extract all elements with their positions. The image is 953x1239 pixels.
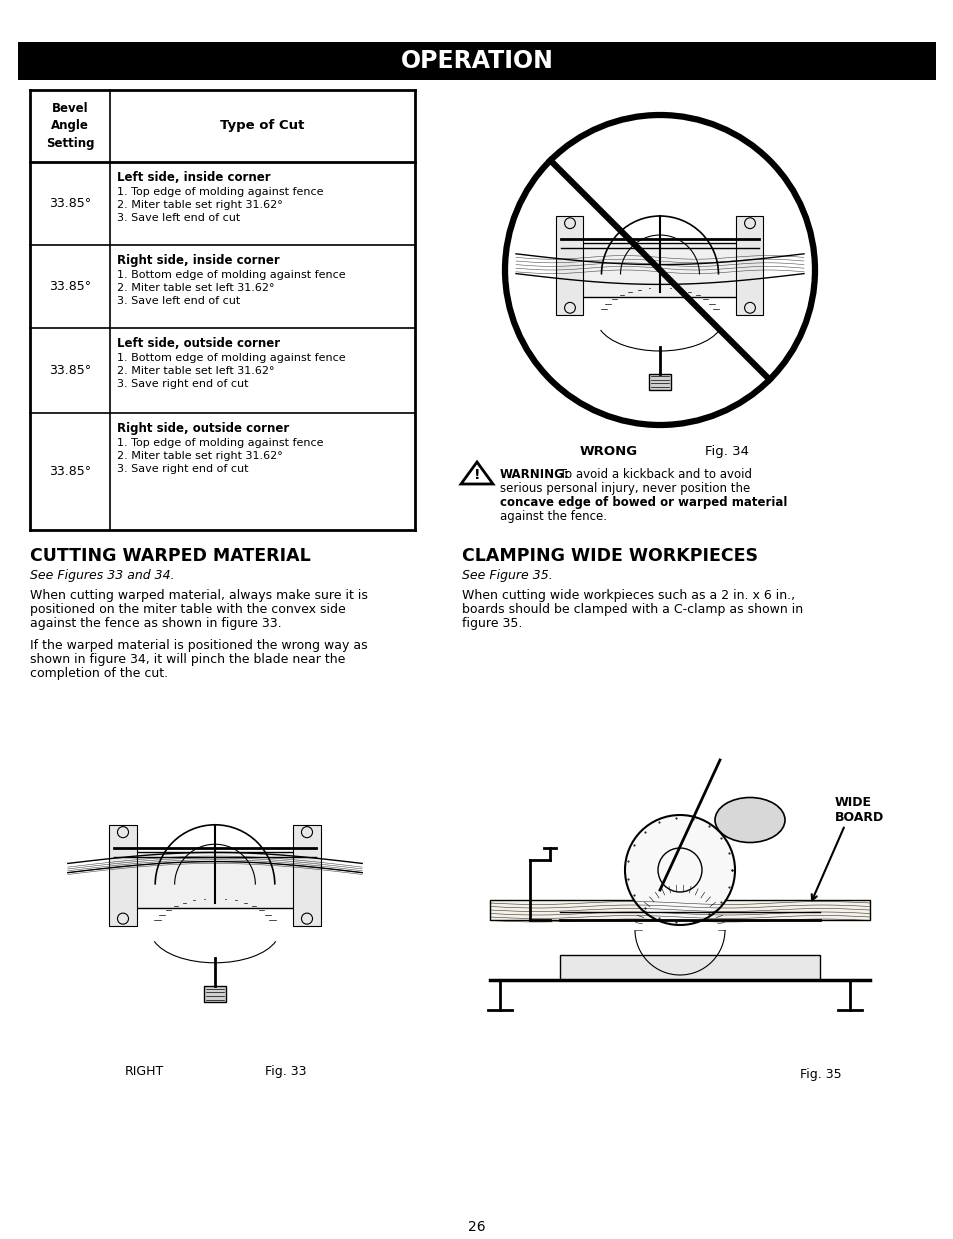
Text: CLAMPING WIDE WORKPIECES: CLAMPING WIDE WORKPIECES — [461, 546, 758, 565]
Text: When cutting wide workpieces such as a 2 in. x 6 in.,: When cutting wide workpieces such as a 2… — [461, 589, 794, 602]
Text: OPERATION: OPERATION — [400, 50, 553, 73]
Text: When cutting warped material, always make sure it is: When cutting warped material, always mak… — [30, 589, 368, 602]
Text: Type of Cut: Type of Cut — [220, 119, 304, 133]
Text: Right side, outside corner: Right side, outside corner — [117, 422, 289, 435]
Ellipse shape — [714, 798, 784, 843]
Text: against the fence as shown in figure 33.: against the fence as shown in figure 33. — [30, 617, 281, 629]
Bar — [132, 852, 297, 908]
Bar — [204, 986, 226, 1002]
Text: CUTTING WARPED MATERIAL: CUTTING WARPED MATERIAL — [30, 546, 311, 565]
Text: 33.85°: 33.85° — [49, 197, 91, 209]
Text: 33.85°: 33.85° — [49, 364, 91, 377]
Text: Left side, outside corner: Left side, outside corner — [117, 337, 280, 349]
Text: 1. Top edge of molding against fence: 1. Top edge of molding against fence — [117, 187, 323, 197]
Text: 3. Save right end of cut: 3. Save right end of cut — [117, 463, 248, 475]
Text: Fig. 34: Fig. 34 — [704, 445, 748, 458]
Bar — [578, 243, 740, 297]
Text: Bevel
Angle
Setting: Bevel Angle Setting — [46, 103, 94, 150]
Bar — [109, 825, 136, 926]
Text: 2. Miter table set left 31.62°: 2. Miter table set left 31.62° — [117, 282, 274, 292]
Text: 2. Miter table set right 31.62°: 2. Miter table set right 31.62° — [117, 451, 282, 461]
Text: concave edge of bowed or warped material: concave edge of bowed or warped material — [499, 496, 786, 509]
Text: WIDE
BOARD: WIDE BOARD — [834, 795, 883, 824]
Text: Fig. 33: Fig. 33 — [265, 1066, 306, 1078]
Text: boards should be clamped with a C-clamp as shown in: boards should be clamped with a C-clamp … — [461, 603, 802, 616]
Bar — [490, 900, 869, 921]
Text: completion of the cut.: completion of the cut. — [30, 667, 168, 680]
Text: RIGHT: RIGHT — [125, 1066, 164, 1078]
Text: See Figure 35.: See Figure 35. — [461, 569, 552, 582]
Bar — [556, 216, 583, 315]
Text: 33.85°: 33.85° — [49, 280, 91, 292]
Text: Right side, inside corner: Right side, inside corner — [117, 254, 279, 266]
Text: !: ! — [474, 468, 479, 482]
Text: If the warped material is positioned the wrong way as: If the warped material is positioned the… — [30, 639, 367, 652]
Text: serious personal injury, never position the: serious personal injury, never position … — [499, 482, 749, 496]
Bar — [736, 216, 762, 315]
Text: 3. Save left end of cut: 3. Save left end of cut — [117, 213, 240, 223]
Text: 3. Save right end of cut: 3. Save right end of cut — [117, 379, 248, 389]
Bar — [649, 373, 670, 390]
Text: WRONG: WRONG — [579, 445, 638, 458]
Text: 26: 26 — [468, 1220, 485, 1234]
Text: 2. Miter table set right 31.62°: 2. Miter table set right 31.62° — [117, 199, 282, 209]
Text: WARNING:: WARNING: — [499, 468, 569, 481]
Text: Left side, inside corner: Left side, inside corner — [117, 171, 271, 185]
Polygon shape — [460, 462, 493, 484]
Circle shape — [624, 815, 734, 926]
Text: To avoid a kickback and to avoid: To avoid a kickback and to avoid — [556, 468, 751, 481]
Text: 2. Miter table set left 31.62°: 2. Miter table set left 31.62° — [117, 366, 274, 375]
Text: 1. Bottom edge of molding against fence: 1. Bottom edge of molding against fence — [117, 353, 345, 363]
Text: 1. Top edge of molding against fence: 1. Top edge of molding against fence — [117, 439, 323, 449]
Bar — [18, 42, 935, 81]
Text: figure 35.: figure 35. — [461, 617, 522, 629]
Text: against the fence.: against the fence. — [499, 510, 606, 523]
Text: 1. Bottom edge of molding against fence: 1. Bottom edge of molding against fence — [117, 270, 345, 280]
Bar — [559, 955, 820, 980]
Text: See Figures 33 and 34.: See Figures 33 and 34. — [30, 569, 174, 582]
Text: Fig. 35: Fig. 35 — [800, 1068, 841, 1080]
Bar — [293, 825, 320, 926]
Text: positioned on the miter table with the convex side: positioned on the miter table with the c… — [30, 603, 345, 616]
Text: 3. Save left end of cut: 3. Save left end of cut — [117, 296, 240, 306]
Text: shown in figure 34, it will pinch the blade near the: shown in figure 34, it will pinch the bl… — [30, 653, 345, 667]
Text: 33.85°: 33.85° — [49, 465, 91, 478]
